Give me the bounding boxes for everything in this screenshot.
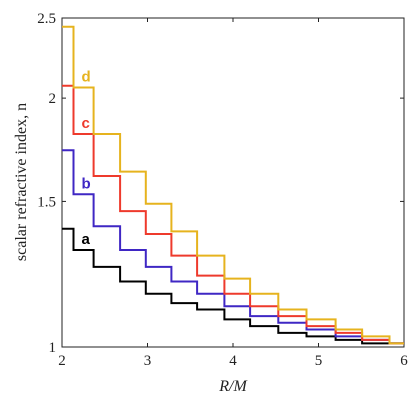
series-d-label: d: [82, 69, 91, 86]
x-tick-label: 2: [58, 353, 66, 369]
x-axis-label: R/M: [218, 378, 248, 395]
series-c-label: c: [82, 115, 90, 132]
series-d-line: [62, 25, 404, 345]
y-tick-label: 2: [49, 91, 57, 107]
series-b-label: b: [82, 175, 91, 192]
series-a-line: [62, 227, 404, 345]
series-c-line: [62, 84, 404, 345]
series-labels: a b c d: [82, 69, 91, 249]
axis-ticks: 2 3 4 5 6 1 1.5 2 2.5: [37, 11, 408, 369]
y-axis-label: scalar refractive index, n: [13, 103, 30, 261]
plot-frame: [61, 17, 405, 348]
y-tick-label: 2.5: [37, 11, 56, 27]
y-tick-label: 1: [49, 340, 57, 356]
series-a-label: a: [82, 231, 91, 248]
series-group: [62, 25, 404, 345]
x-tick-label: 4: [229, 353, 237, 369]
y-tick-label: 1.5: [37, 194, 56, 210]
x-tick-label: 5: [315, 353, 323, 369]
x-tick-label: 3: [144, 353, 152, 369]
x-tick-label: 6: [400, 353, 408, 369]
series-b-line: [62, 149, 404, 345]
